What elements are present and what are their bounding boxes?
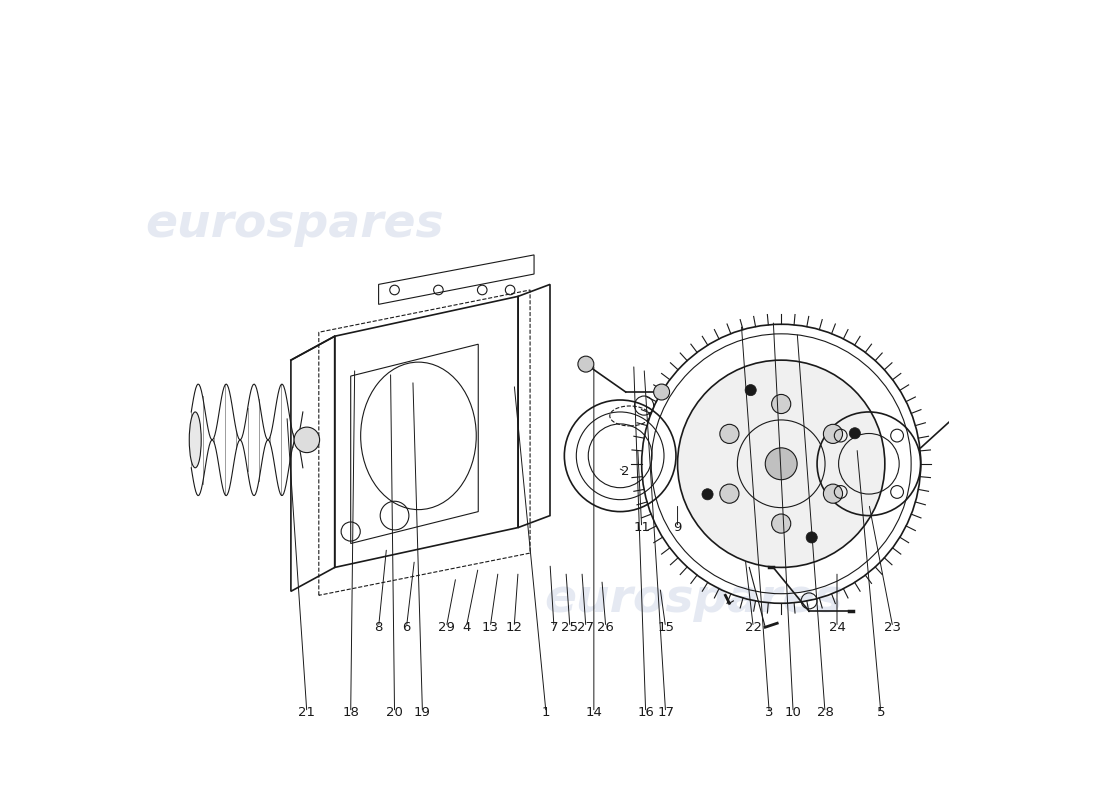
Text: 6: 6 xyxy=(403,621,410,634)
Circle shape xyxy=(719,424,739,443)
Text: 1: 1 xyxy=(542,706,550,719)
Circle shape xyxy=(702,489,713,500)
Circle shape xyxy=(745,385,757,396)
Text: 4: 4 xyxy=(462,621,471,634)
Text: 28: 28 xyxy=(816,706,834,719)
Circle shape xyxy=(849,428,860,439)
Text: 7: 7 xyxy=(550,621,558,634)
Circle shape xyxy=(653,384,670,400)
Circle shape xyxy=(771,514,791,533)
Circle shape xyxy=(719,484,739,503)
Circle shape xyxy=(678,360,884,567)
Circle shape xyxy=(578,356,594,372)
Ellipse shape xyxy=(189,412,201,468)
Text: 25: 25 xyxy=(561,621,579,634)
Text: 23: 23 xyxy=(884,621,901,634)
Text: 5: 5 xyxy=(877,706,886,719)
Text: 24: 24 xyxy=(828,621,846,634)
Text: 9: 9 xyxy=(673,521,682,534)
Text: 19: 19 xyxy=(414,706,431,719)
Circle shape xyxy=(806,532,817,543)
Text: 2: 2 xyxy=(621,466,630,478)
Text: 8: 8 xyxy=(374,621,383,634)
Text: 11: 11 xyxy=(634,521,650,534)
Text: eurospares: eurospares xyxy=(544,577,843,622)
Text: 17: 17 xyxy=(657,706,674,719)
Circle shape xyxy=(294,427,320,453)
Text: eurospares: eurospares xyxy=(145,202,444,247)
Text: 12: 12 xyxy=(506,621,522,634)
Text: 18: 18 xyxy=(342,706,359,719)
Text: 10: 10 xyxy=(784,706,802,719)
Text: 21: 21 xyxy=(298,706,316,719)
Text: 27: 27 xyxy=(578,621,594,634)
Text: 15: 15 xyxy=(657,621,674,634)
Circle shape xyxy=(766,448,797,480)
Circle shape xyxy=(824,484,843,503)
Circle shape xyxy=(771,394,791,414)
Text: 20: 20 xyxy=(386,706,403,719)
Text: 3: 3 xyxy=(764,706,773,719)
Text: 13: 13 xyxy=(482,621,498,634)
Text: 14: 14 xyxy=(585,706,603,719)
Circle shape xyxy=(824,424,843,443)
Text: 22: 22 xyxy=(745,621,762,634)
Text: 29: 29 xyxy=(438,621,454,634)
Text: 26: 26 xyxy=(597,621,614,634)
Text: 16: 16 xyxy=(637,706,654,719)
